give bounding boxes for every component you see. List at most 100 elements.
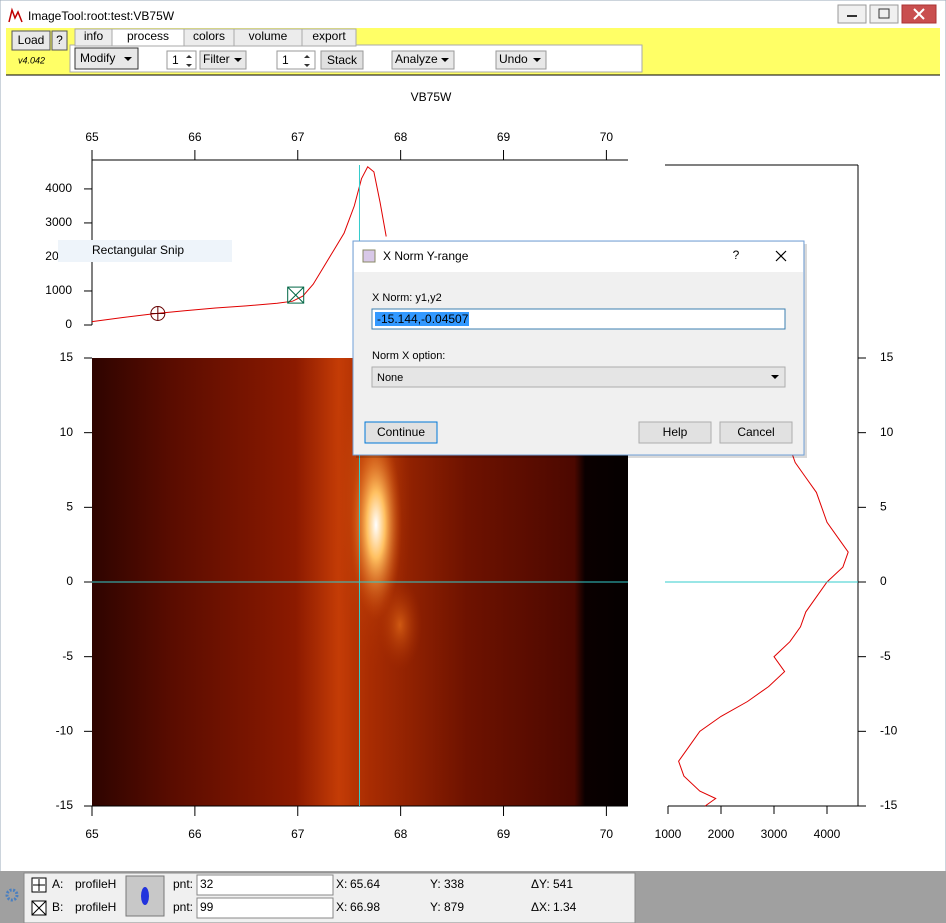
- spin-up: [304, 55, 310, 58]
- load-button[interactable]: [11, 30, 51, 51]
- dialog-help: ?: [733, 248, 740, 262]
- top-x-tick-label: 66: [188, 130, 202, 144]
- right-x-tick-label: 2000: [708, 827, 735, 841]
- bottom-x-tick-label: 67: [291, 827, 305, 841]
- pnt-value: 99: [200, 900, 214, 914]
- image-y-tick-label: -5: [62, 649, 73, 663]
- image-y-tick-label: -15: [56, 798, 74, 812]
- top-x-tick-label: 65: [85, 130, 99, 144]
- analyze-label: Analyze: [395, 52, 438, 66]
- bottom-x-tick-label: 65: [85, 827, 99, 841]
- undo-popup[interactable]: [495, 50, 547, 70]
- top-y-tick-label: 4000: [45, 181, 72, 195]
- tab-label: colors: [193, 29, 225, 43]
- close-glyph: [913, 8, 925, 20]
- maximize-button[interactable]: [869, 4, 899, 24]
- image-hotspot: [350, 430, 402, 620]
- help-button[interactable]: [51, 30, 68, 51]
- y-label: Y:: [430, 877, 441, 891]
- delta-value: 541: [553, 877, 573, 891]
- settings-icon: [5, 888, 19, 902]
- analyze-popup[interactable]: [391, 50, 455, 70]
- spin-up: [186, 55, 192, 58]
- option-select[interactable]: [371, 366, 786, 388]
- tab-label: process: [127, 29, 169, 43]
- top-x-tick-label: 69: [497, 130, 511, 144]
- stack-button[interactable]: [320, 50, 364, 70]
- top-x-tick-label: 67: [291, 130, 305, 144]
- y-value: 338: [444, 877, 464, 891]
- thumbnail: [125, 875, 165, 917]
- spin-down: [186, 64, 192, 67]
- filter-label: Filter: [203, 52, 230, 66]
- top-x-tick-label: 68: [394, 130, 408, 144]
- dialog-icon: [362, 249, 376, 263]
- filter-popup[interactable]: [199, 50, 247, 70]
- cursor-b-cross: [287, 286, 305, 304]
- dialog-title: X Norm Y-range: [383, 249, 469, 263]
- option-label: Norm X option:: [372, 350, 445, 362]
- vertical-profile: [678, 447, 849, 807]
- minimize-button[interactable]: [837, 4, 867, 24]
- cursor-trace: profileH: [75, 877, 116, 891]
- image-y-tick-label: 5: [66, 500, 73, 514]
- delta-label: ΔX:: [531, 900, 550, 914]
- window-title: ImageTool:root:test:VB75W: [28, 9, 175, 23]
- stack-label: Stack: [327, 53, 358, 67]
- version: v4.042: [18, 55, 45, 65]
- dropdown-arrow: [441, 58, 449, 62]
- pnt-value: 32: [200, 877, 214, 891]
- pnt-input[interactable]: [196, 874, 334, 896]
- x-label: X:: [336, 877, 347, 891]
- continue-label: Continue: [377, 425, 425, 439]
- app-icon: [8, 7, 23, 23]
- top-y-tick-label: 0: [65, 317, 72, 331]
- cancel-button[interactable]: [719, 421, 793, 444]
- continue-button[interactable]: [364, 421, 438, 444]
- undo-label: Undo: [499, 52, 528, 66]
- x-value: 65.64: [350, 877, 380, 891]
- cursor-icon-glyph: [31, 900, 47, 916]
- right-y-tick-label: -10: [880, 724, 898, 738]
- load-label: Load: [18, 33, 45, 47]
- right-x-tick-label: 4000: [814, 827, 841, 841]
- stack-count-value: 1: [282, 53, 289, 67]
- watermark-bg: [58, 240, 232, 262]
- dialog-close: [775, 250, 787, 262]
- tab-label: export: [312, 29, 346, 43]
- dropdown-arrow: [533, 58, 541, 62]
- pnt-input[interactable]: [196, 897, 334, 919]
- cursor-icon-glyph: [33, 879, 45, 891]
- cursor-name: A:: [52, 877, 63, 891]
- delta-value: 1.34: [553, 900, 577, 914]
- filter-count-value: 1: [172, 53, 179, 67]
- watermark: Rectangular Snip: [92, 243, 184, 257]
- field-input[interactable]: [371, 308, 786, 330]
- bottom-x-tick-label: 68: [394, 827, 408, 841]
- y-label: Y:: [430, 900, 441, 914]
- modify-popup[interactable]: [74, 47, 139, 70]
- field-label: X Norm: y1,y2: [372, 292, 442, 304]
- image-y-tick-label: -10: [56, 724, 74, 738]
- thumbnail-blob: [141, 887, 149, 905]
- right-y-tick-label: 0: [880, 574, 887, 588]
- cursor-b: [287, 286, 305, 304]
- delta-label: ΔY:: [531, 877, 550, 891]
- dropdown-arrow: [234, 58, 242, 62]
- image-lower-band: [378, 580, 422, 670]
- bottom-x-tick-label: 69: [497, 827, 511, 841]
- cancel-label: Cancel: [737, 425, 774, 439]
- bottom-x-tick-label: 66: [188, 827, 202, 841]
- tab-label: volume: [249, 29, 288, 43]
- option-value: None: [377, 372, 403, 384]
- tab-label: info: [84, 29, 104, 43]
- help-dialog-label: Help: [663, 425, 688, 439]
- right-y-tick-label: 15: [880, 350, 894, 364]
- tab[interactable]: [301, 28, 357, 47]
- help-dialog-button[interactable]: [638, 421, 712, 444]
- image-y-tick-label: 0: [66, 574, 73, 588]
- top-x-tick-label: 70: [600, 130, 614, 144]
- pnt-label: pnt:: [173, 877, 193, 891]
